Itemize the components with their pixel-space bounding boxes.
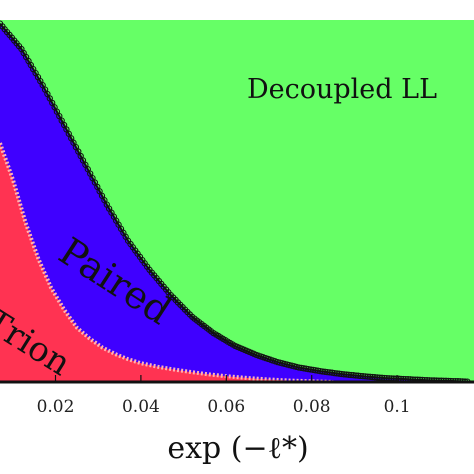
x-tick-label: 0.08	[293, 397, 331, 417]
paired-region	[0, 23, 470, 382]
trion-boundary-line	[0, 142, 334, 382]
x-axis-label: exp (−ℓ*)	[167, 431, 308, 466]
x-axis-ticks: 0.02 0.04 0.06 0.08 0.1	[37, 375, 411, 417]
x-tick-label: 0.04	[122, 397, 160, 417]
x-tick-label: 0.06	[207, 397, 245, 417]
boundary-markers	[0, 20, 471, 382]
x-tick-label: 0.1	[384, 397, 411, 417]
trion-region	[0, 143, 334, 382]
x-tick-label: 0.02	[37, 397, 75, 417]
region-label-decoupled: Decoupled LL	[247, 74, 437, 105]
